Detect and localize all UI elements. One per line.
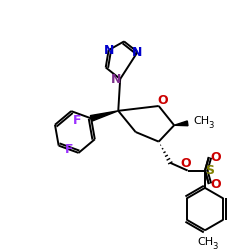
Text: CH: CH [193,116,209,126]
Text: CH: CH [197,237,213,247]
Text: 3: 3 [208,121,214,130]
Text: F: F [73,114,81,127]
Text: F: F [65,144,73,156]
Text: N: N [104,44,114,57]
Text: N: N [111,72,122,86]
Text: N: N [132,46,143,59]
Polygon shape [174,121,188,126]
Polygon shape [90,111,118,121]
Text: 3: 3 [212,242,217,250]
Text: S: S [205,164,214,177]
Text: O: O [210,150,221,164]
Text: O: O [157,94,168,107]
Text: O: O [210,178,221,190]
Text: O: O [180,157,191,170]
